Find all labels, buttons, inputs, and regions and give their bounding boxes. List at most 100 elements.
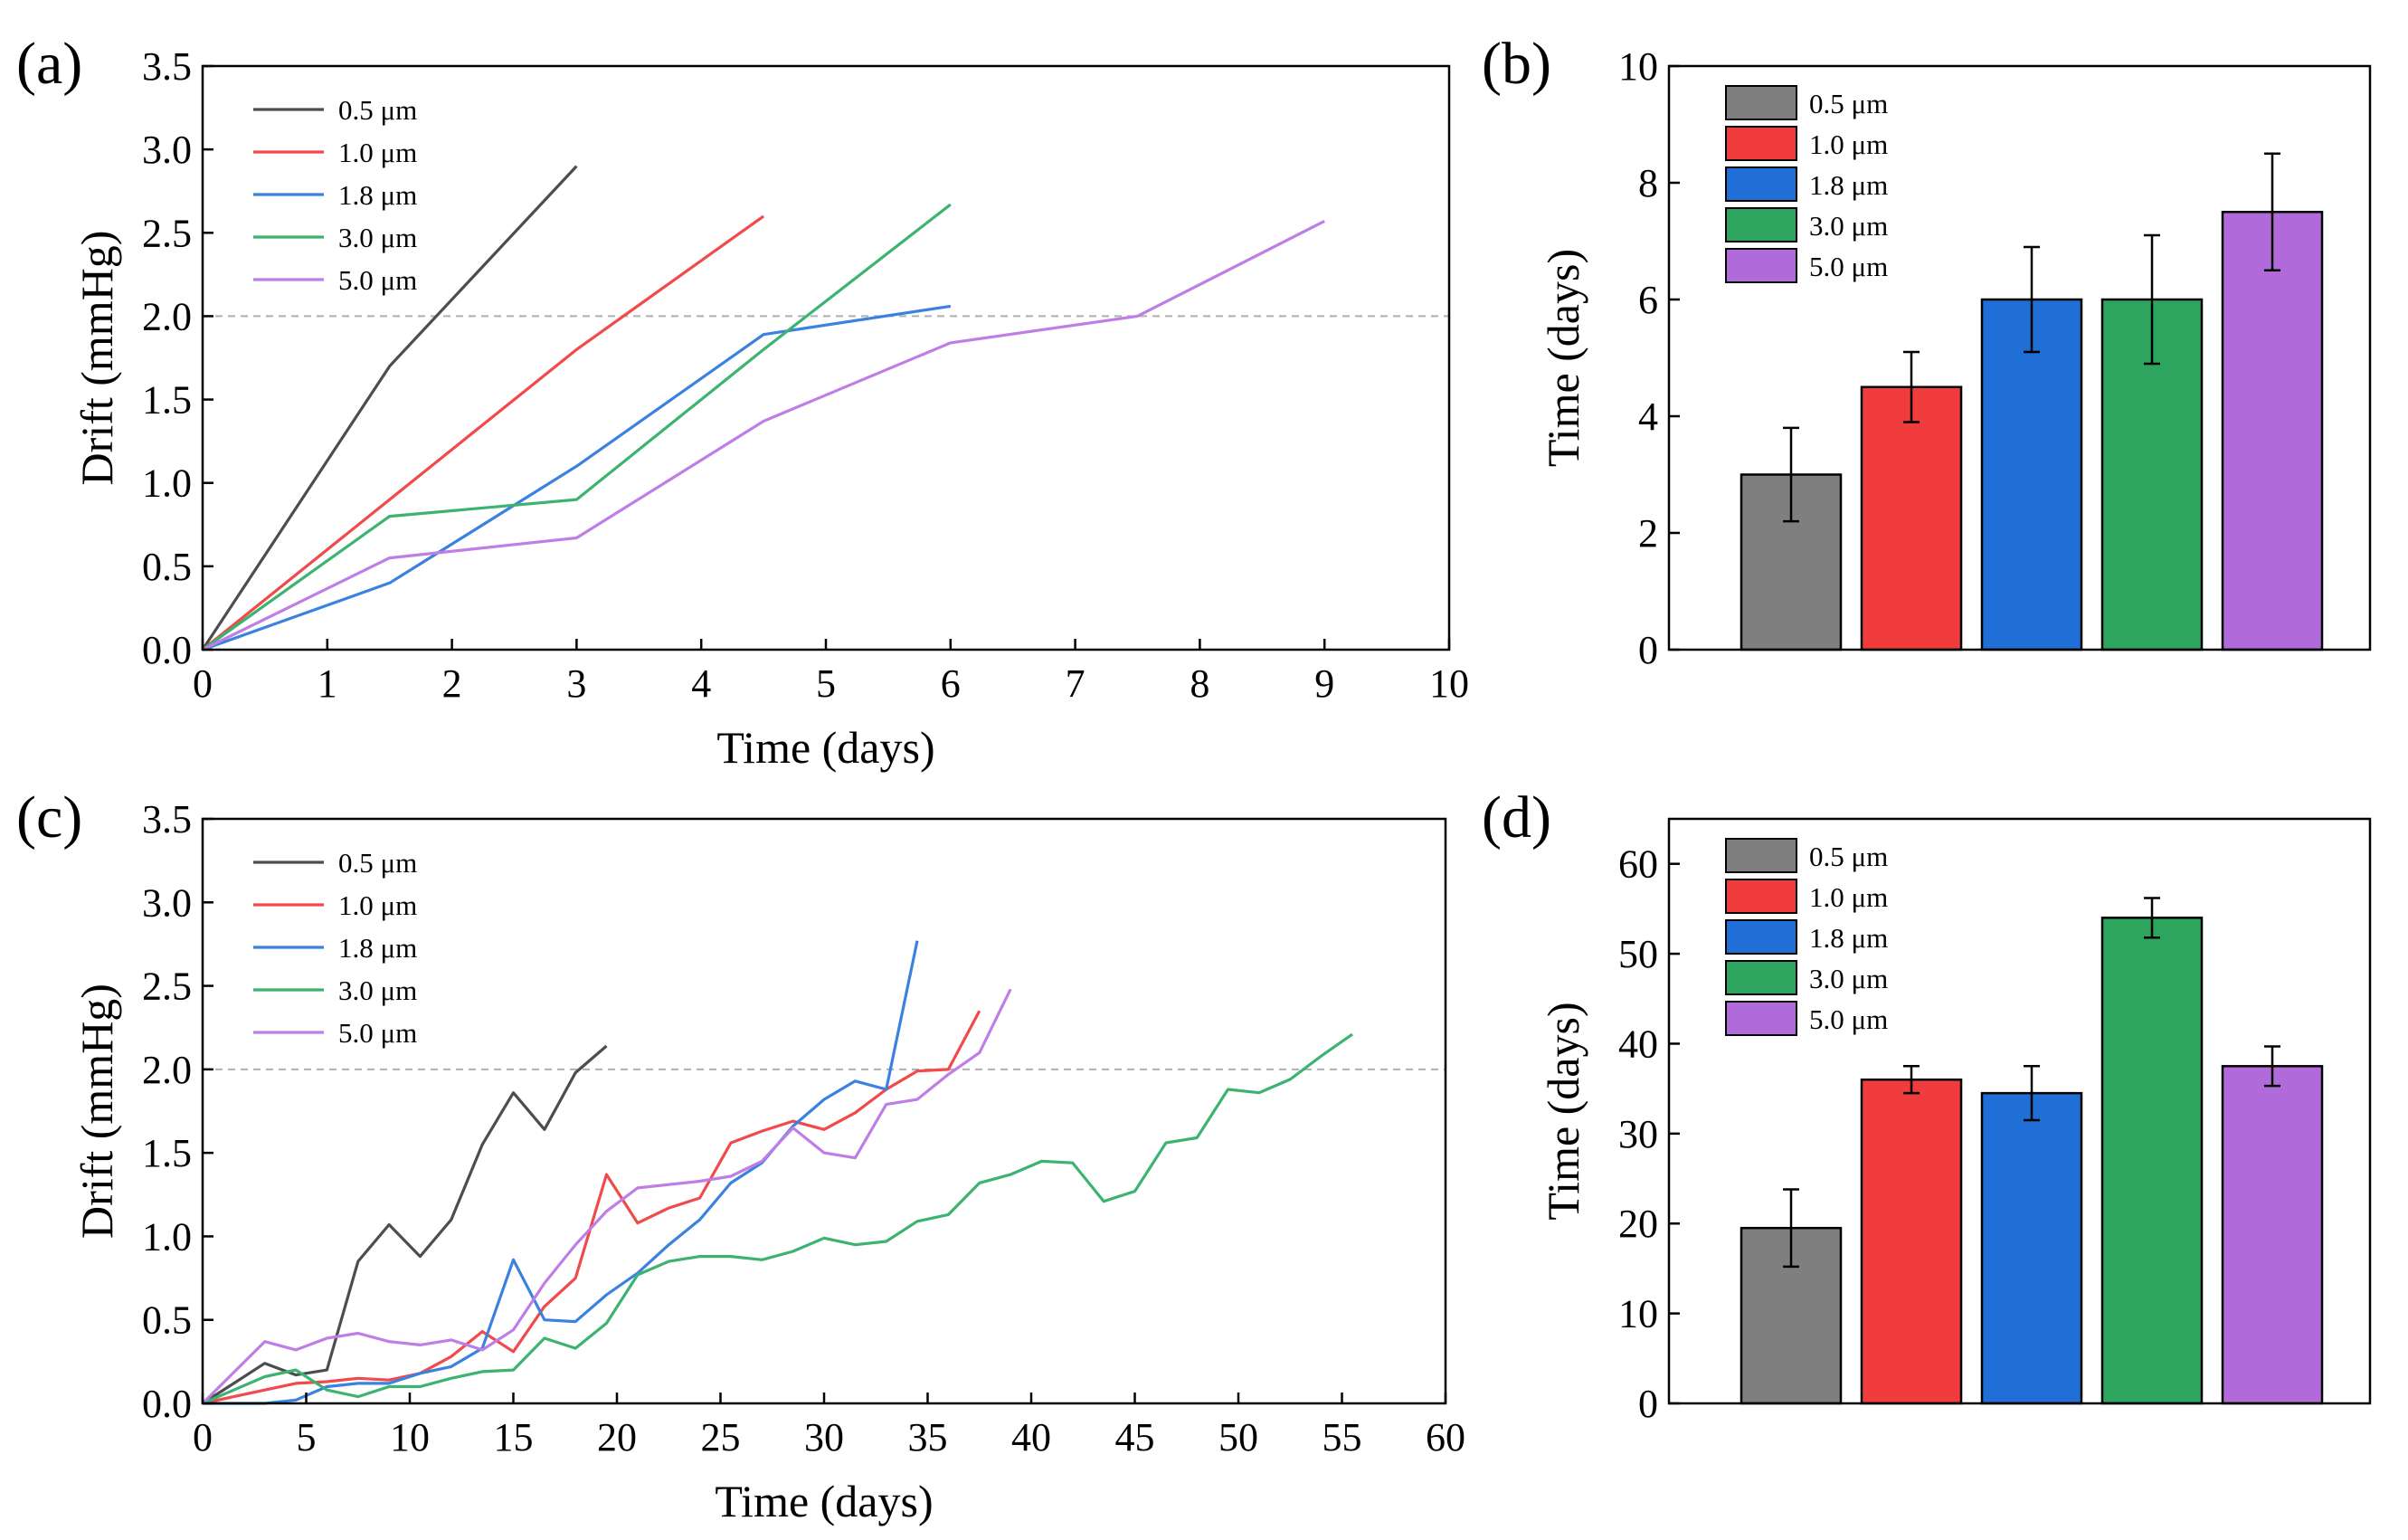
- legend-swatch: [1725, 960, 1797, 995]
- x-tick-label: 1: [318, 661, 337, 706]
- series-line: [202, 304, 952, 651]
- x-tick-label: 5: [816, 661, 836, 706]
- panel-c-line-chart: (c) 0 5 10 15 20 25 30 35 40 45 50 55 60 0.0 0.5 1.0 1.5 2…: [16, 784, 1465, 1526]
- x-tick-label: 2: [442, 661, 462, 706]
- legend-label: 1.8 μm: [1809, 922, 1888, 954]
- series-line: [202, 1044, 608, 1405]
- x-tick-label: 6: [941, 661, 961, 706]
- x-tick-label: 4: [691, 661, 711, 706]
- y-tick-label: 2.5: [142, 965, 192, 1009]
- series-line: [202, 203, 952, 651]
- x-axis-title: Time (days): [715, 1476, 933, 1526]
- y-tick-label: 2.0: [142, 294, 192, 338]
- series-line: [201, 988, 1012, 1405]
- legend-label: 1.0 μm: [1809, 881, 1888, 913]
- y-tick-label: 3.5: [142, 797, 192, 841]
- x-tick-label: 8: [1190, 661, 1209, 706]
- panel-d-bar-chart: (d) 0 10 20 30 40 50 60 Time (days) 0.5 μm 1.0 μm 1…: [1482, 784, 2372, 1426]
- x-tick-label: 30: [804, 1415, 844, 1459]
- legend-swatch: [1725, 166, 1797, 202]
- y-axis-title: Drift (mmHg): [71, 231, 122, 486]
- legend-label: 3.0 μm: [1809, 210, 1888, 242]
- y-tick-label: 0.5: [142, 1298, 192, 1343]
- y-tick-label: 3.0: [142, 880, 192, 925]
- y-tick-label: 8: [1638, 161, 1658, 205]
- plot-frame: [1667, 817, 2372, 1405]
- legend-swatch: [1725, 207, 1797, 242]
- legend-label: 1.0 μm: [338, 137, 417, 168]
- legend-swatch: [1725, 1001, 1797, 1036]
- bar: [1980, 1091, 2083, 1405]
- y-tick-label: 4: [1638, 395, 1658, 439]
- bar: [1860, 1078, 1963, 1405]
- panel-a-line-chart: (a) 0 1 2 3 4 5 6 7 8 9 10 0.0 0.5 1.0 1.5 2.0 2.5 3.0 3.5 T…: [16, 31, 1469, 773]
- y-tick-label: 1.5: [142, 378, 192, 423]
- x-tick-label: 3: [566, 661, 586, 706]
- legend-label: 5.0 μm: [1809, 1003, 1888, 1035]
- x-tick-label: 0: [193, 661, 213, 706]
- x-tick-label: 40: [1011, 1415, 1051, 1459]
- y-tick-label: 20: [1618, 1202, 1658, 1246]
- legend-label: 0.5 μm: [338, 847, 417, 879]
- y-tick-label: 3.0: [142, 128, 192, 172]
- x-tick-label: 9: [1314, 661, 1334, 706]
- panel-label: (b): [1482, 31, 1551, 97]
- y-tick-label: 0.5: [142, 545, 192, 589]
- legend-label: 1.0 μm: [338, 889, 417, 921]
- series-line: [202, 1032, 1353, 1405]
- y-tick-label: 10: [1618, 1292, 1658, 1336]
- bar: [2221, 211, 2324, 651]
- x-tick-label: 10: [1429, 661, 1469, 706]
- legend-label: 1.0 μm: [1809, 128, 1888, 160]
- y-tick-label: 0: [1638, 628, 1658, 672]
- y-tick-label: 40: [1618, 1022, 1658, 1066]
- bar: [1860, 385, 1963, 651]
- series-line: [203, 940, 919, 1405]
- bar: [2221, 1065, 2324, 1405]
- x-tick-label: 0: [193, 1415, 213, 1459]
- legend-label: 1.8 μm: [338, 932, 417, 964]
- legend-label: 3.0 μm: [338, 974, 417, 1006]
- legend-label: 3.0 μm: [338, 222, 417, 253]
- y-tick-label: 2: [1638, 511, 1658, 556]
- legend-label: 0.5 μm: [1809, 88, 1888, 119]
- x-tick-label: 10: [390, 1415, 430, 1459]
- legend-swatch: [1725, 248, 1797, 283]
- legend-label: 3.0 μm: [1809, 963, 1888, 994]
- x-tick-label: 20: [597, 1415, 637, 1459]
- legend-label: 1.8 μm: [338, 179, 417, 211]
- legend-label: 0.5 μm: [1809, 841, 1888, 872]
- y-tick-label: 60: [1618, 842, 1658, 887]
- plot-frame: [1667, 64, 2372, 651]
- bar: [1980, 298, 2083, 651]
- y-tick-label: 3.5: [142, 44, 192, 89]
- legend-swatch: [1725, 126, 1797, 161]
- y-tick-label: 6: [1638, 278, 1658, 322]
- y-tick-label: 10: [1618, 44, 1658, 89]
- y-tick-label: 1.0: [142, 1214, 192, 1259]
- x-tick-label: 55: [1323, 1415, 1362, 1459]
- x-tick-label: 25: [701, 1415, 741, 1459]
- panel-label: (d): [1482, 784, 1551, 851]
- x-tick-label: 45: [1115, 1415, 1155, 1459]
- panel-b-bar-chart: (b) 0 2 4 6 8 10 Time (days) 0.5 μm 1.0 μm 1.8 μm 3…: [1482, 31, 2372, 672]
- x-tick-label: 35: [908, 1415, 948, 1459]
- y-tick-label: 30: [1618, 1112, 1658, 1156]
- legend-label: 1.8 μm: [1809, 169, 1888, 201]
- y-axis-title: Drift (mmHg): [71, 984, 122, 1239]
- bar: [2100, 917, 2204, 1405]
- y-tick-label: 0.0: [142, 628, 192, 672]
- panel-label: (c): [16, 784, 82, 851]
- series-line: [201, 165, 578, 651]
- x-tick-label: 60: [1426, 1415, 1465, 1459]
- panel-label: (a): [16, 31, 82, 97]
- legend-label: 5.0 μm: [1809, 251, 1888, 282]
- series-line: [202, 219, 1325, 651]
- y-tick-label: 0: [1638, 1382, 1658, 1426]
- x-tick-label: 50: [1218, 1415, 1258, 1459]
- legend-swatch: [1725, 879, 1797, 914]
- y-tick-label: 2.5: [142, 211, 192, 255]
- y-tick-label: 1.5: [142, 1131, 192, 1175]
- y-tick-label: 1.0: [142, 461, 192, 506]
